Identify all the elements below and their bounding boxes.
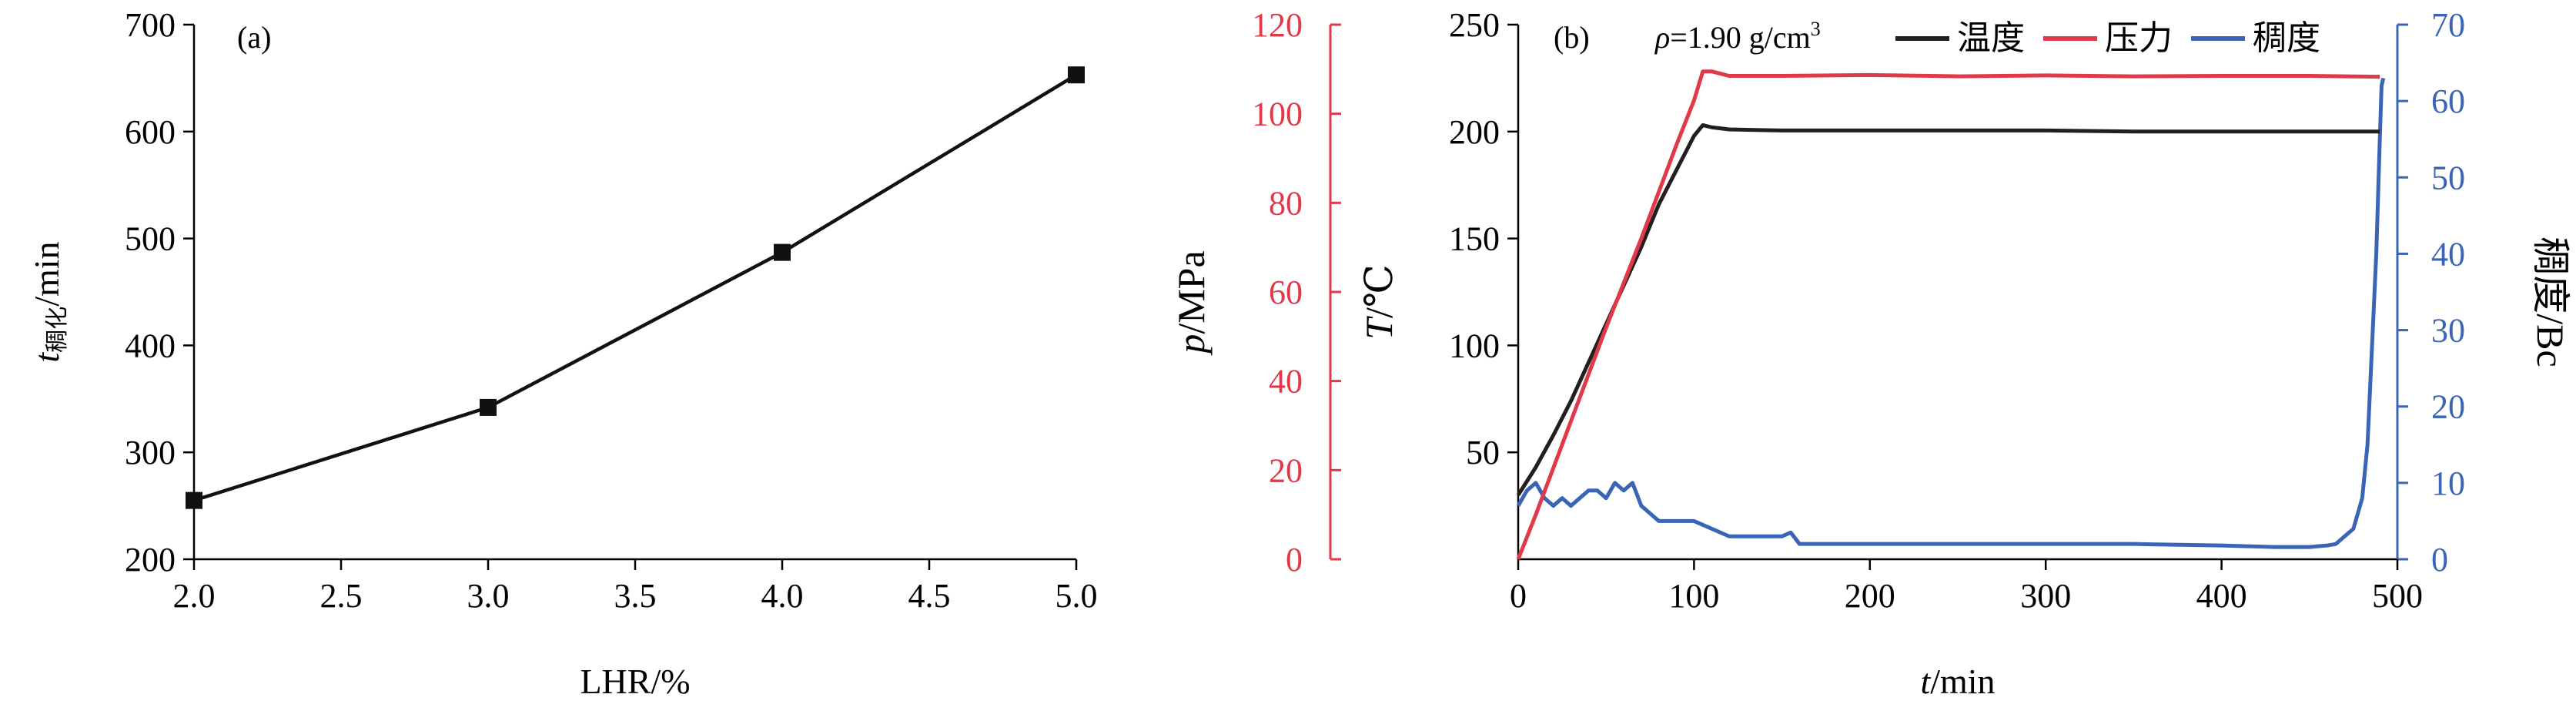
temperature-title-unit: /℃ <box>1357 264 1400 318</box>
panel-b-pressure-tick-label: 0 <box>1286 541 1303 579</box>
panel-b-x-axis-title: t/min <box>1920 662 1995 701</box>
panel-b-pressure-tick-label: 60 <box>1269 273 1303 311</box>
rho-symbol: ρ <box>1654 20 1670 55</box>
panel-a-x-tick-label: 2.5 <box>320 577 363 615</box>
x-title-unit: /min <box>1930 662 1995 701</box>
pressure-title-main: p <box>1169 334 1213 356</box>
panel-b-series-consistency <box>1516 77 2386 549</box>
panel-b-temperature-tick-label: 200 <box>1449 113 1500 151</box>
panel-b-pressure-tick-label: 20 <box>1269 451 1303 489</box>
panel-a-point <box>774 243 791 261</box>
panel-a-y-tick-label: 200 <box>125 541 176 579</box>
panel-a-x-tick-label: 4.0 <box>761 577 804 615</box>
x-title-main: t <box>1920 662 1931 701</box>
panel-b-consistency-tick-label: 30 <box>2431 312 2465 350</box>
panel-b-x-tick-label: 0 <box>1510 577 1527 615</box>
panel-b-temperature-ticks: 50 100 150 200 250 <box>1449 6 1518 471</box>
panel-b-label: (b) <box>1554 20 1590 55</box>
panel-a-point <box>480 398 497 416</box>
panel-b-temperature-tick-label: 250 <box>1449 6 1500 44</box>
panel-b-consistency-axis-title: 稠度/Bc <box>2529 236 2572 367</box>
panel-a-y-axis-title: t稠化/min <box>27 241 70 362</box>
panel-a-series <box>186 66 1085 509</box>
panel-b-series-pressure <box>1516 69 2380 560</box>
panel-a-y-ticks: 200 300 400 500 600 700 <box>125 6 194 579</box>
panel-b-consistency-tick-label: 60 <box>2431 82 2465 120</box>
legend-label-pressure: 压力 <box>2105 19 2173 57</box>
panel-b-x-ticks: 0 100 200 300 400 500 <box>1510 559 2423 615</box>
panel-a-y-tick-label: 400 <box>125 327 176 364</box>
panel-b-temperature-axis-title: T/℃ <box>1357 264 1400 340</box>
panel-a-x-tick-label: 3.5 <box>614 577 657 615</box>
panel-a-line <box>193 73 1078 502</box>
panel-a-x-axis-title: LHR/% <box>580 662 690 701</box>
rho-sup: 3 <box>1811 18 1821 40</box>
panel-a-x-tick-label: 3.0 <box>467 577 510 615</box>
panel-b-x-tick-label: 100 <box>1668 577 1719 615</box>
panel-b-temperature-tick-label: 100 <box>1449 327 1500 364</box>
panel-b-temperature-tick-label: 50 <box>1466 434 1500 471</box>
panel-b-pressure-tick-label: 80 <box>1269 184 1303 222</box>
panel-b-pressure-ticks: 0 20 40 60 80 100 120 <box>1252 6 1341 579</box>
panel-b-consistency-tick-label: 20 <box>2431 388 2465 426</box>
panel-b-consistency-tick-label: 50 <box>2431 159 2465 196</box>
panel-a-label: (a) <box>237 20 271 55</box>
panel-a-x-tick-label: 4.5 <box>908 577 951 615</box>
legend-label-consistency: 稠度 <box>2253 19 2320 57</box>
panel-a-y-tick-label: 700 <box>125 6 176 44</box>
panel-b-temperature-tick-label: 150 <box>1449 220 1500 258</box>
panel-a-x-tick-label: 5.0 <box>1055 577 1098 615</box>
panel-b-pressure-axis-title: p/MPa <box>1169 250 1213 355</box>
panel-a-point <box>186 491 202 509</box>
panel-a-y-tick-label: 300 <box>125 434 176 471</box>
panel-b-pressure-tick-label: 40 <box>1269 363 1303 401</box>
panel-b-consistency-tick-label: 0 <box>2431 541 2448 579</box>
panel-b-x-tick-label: 300 <box>2020 577 2071 615</box>
temperature-title-main: T <box>1357 316 1400 340</box>
panel-a-chart: 200 300 400 500 600 700 2.0 2.5 3.0 3.5 4.0 4.5 5.0… <box>27 6 1098 701</box>
panel-b-consistency-tick-label: 40 <box>2431 235 2465 273</box>
panel-a-y-title-main: t <box>27 352 66 363</box>
panel-b-density-annotation: ρ=1.90 g/cm3 <box>1654 18 1821 55</box>
panel-a-y-title-unit: /min <box>27 241 66 306</box>
panel-b-series-temperature <box>1516 122 2380 497</box>
panel-b-consistency-tick-label: 70 <box>2431 6 2465 44</box>
rho-text: =1.90 g/cm <box>1670 20 1811 55</box>
panel-b-x-tick-label: 400 <box>2196 577 2247 615</box>
legend-label-temperature: 温度 <box>1957 19 2025 57</box>
panel-a-y-tick-label: 500 <box>125 220 176 258</box>
panel-b-consistency-ticks: 0 10 20 30 40 50 60 70 <box>2397 6 2465 579</box>
panel-a-y-title-sub: 稠化 <box>45 307 70 353</box>
panel-a-point <box>1068 66 1085 84</box>
panel-b-legend: 温度 压力 稠度 <box>1895 19 2320 57</box>
panel-a-x-ticks: 2.0 2.5 3.0 3.5 4.0 4.5 5.0 <box>173 559 1098 615</box>
panel-b-series <box>1516 69 2386 560</box>
panel-b-x-tick-label: 500 <box>2372 577 2423 615</box>
panel-b-x-tick-label: 200 <box>1845 577 1895 615</box>
panel-b-pressure-tick-label: 120 <box>1252 6 1303 44</box>
panel-b-pressure-tick-label: 100 <box>1252 96 1303 133</box>
panel-a-y-tick-label: 600 <box>125 113 176 151</box>
panel-b-consistency-tick-label: 10 <box>2431 464 2465 502</box>
pressure-title-unit: /MPa <box>1169 250 1213 334</box>
panel-a-x-tick-label: 2.0 <box>173 577 216 615</box>
